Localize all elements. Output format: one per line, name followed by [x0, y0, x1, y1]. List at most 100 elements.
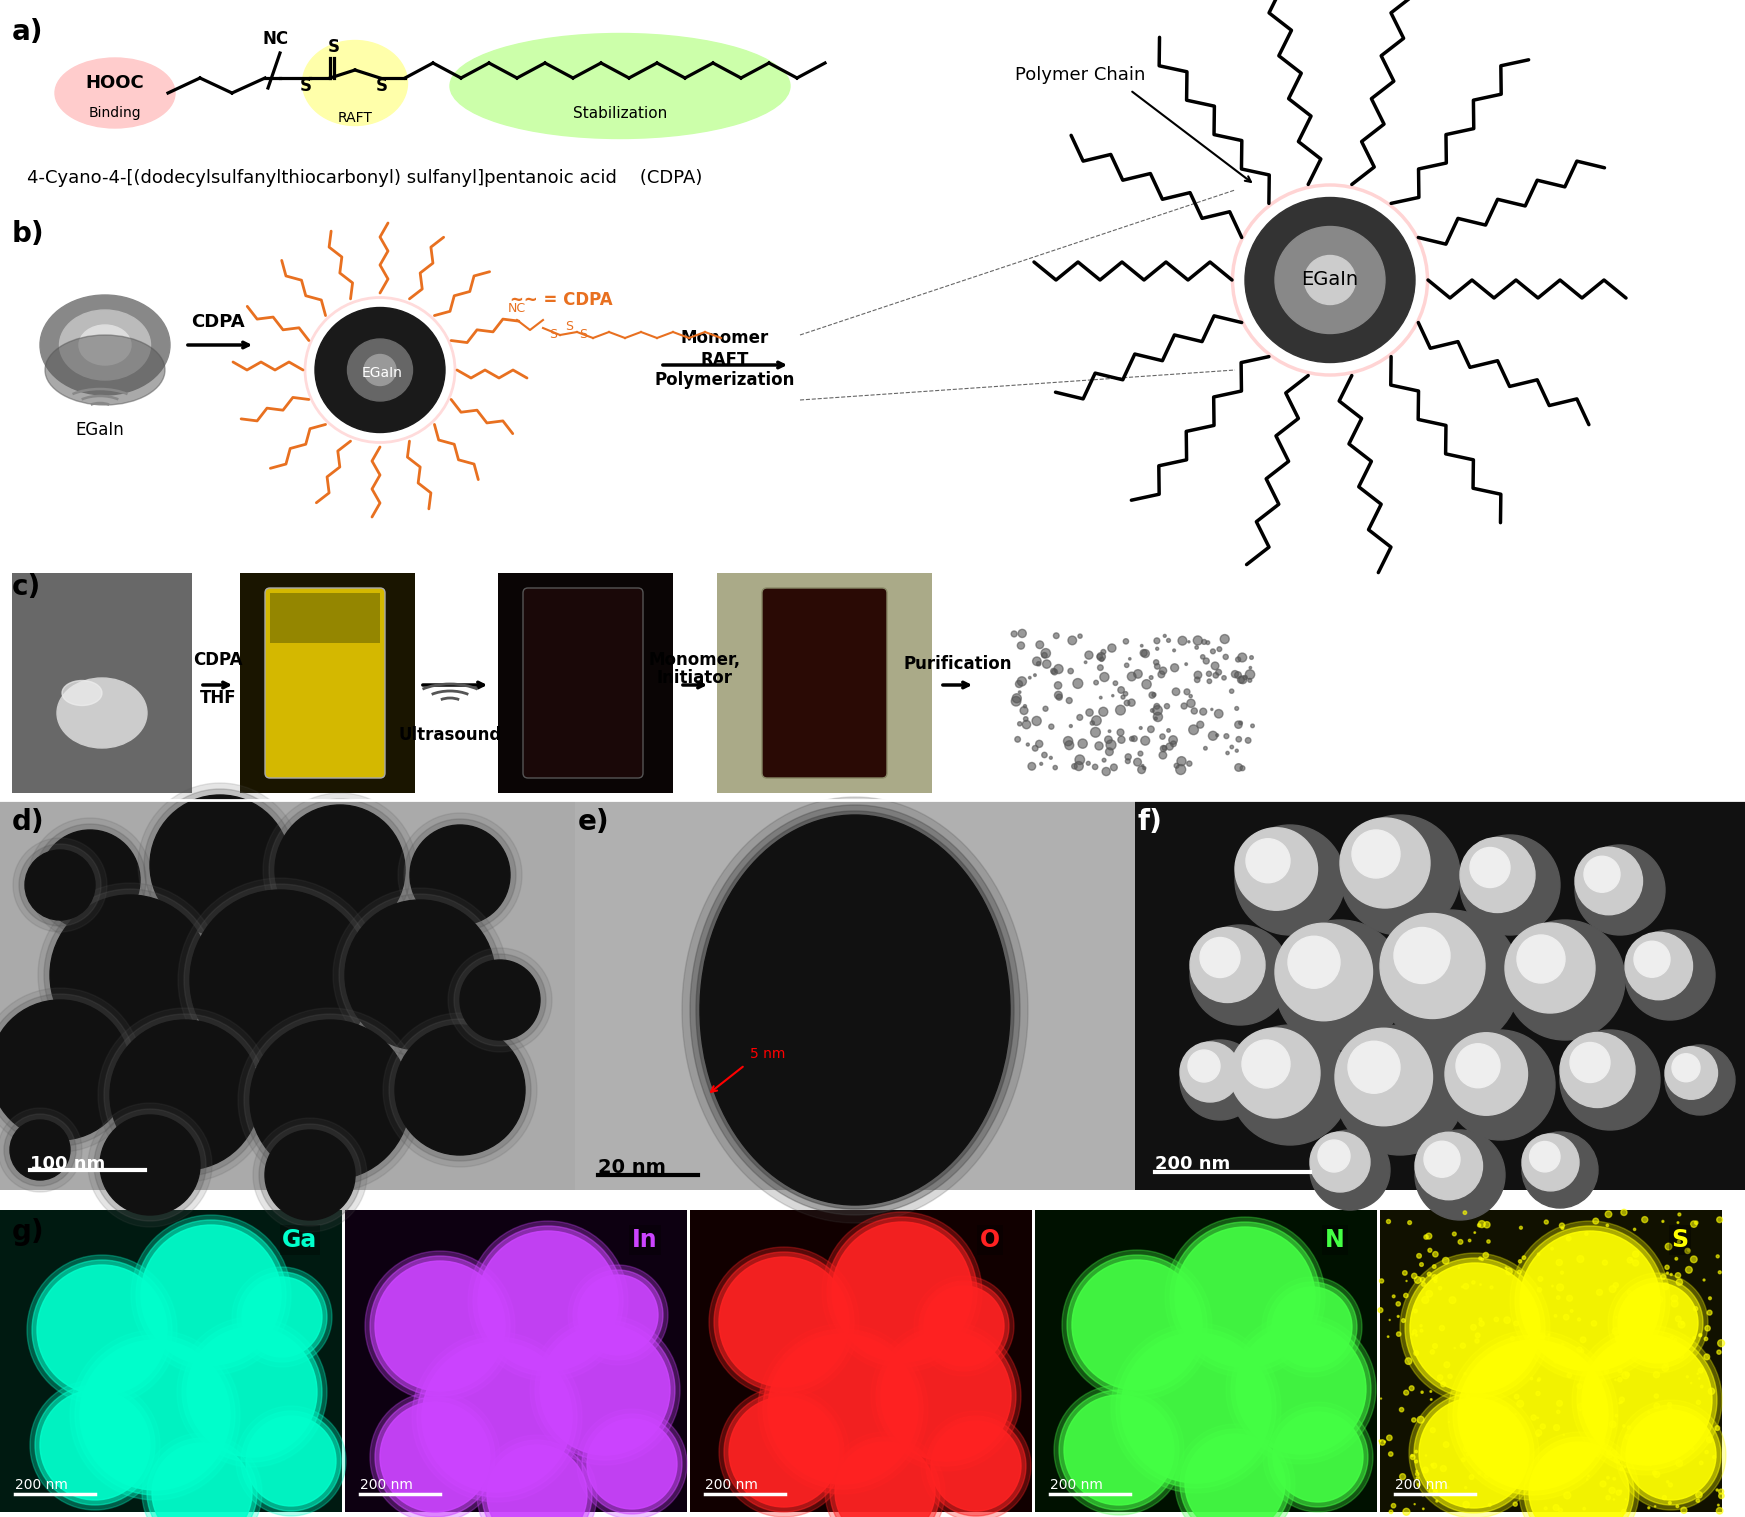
Circle shape	[1347, 1041, 1399, 1094]
Circle shape	[1597, 1431, 1604, 1437]
Circle shape	[1230, 1318, 1372, 1459]
Circle shape	[1153, 704, 1160, 708]
Circle shape	[1420, 1391, 1424, 1393]
Circle shape	[1478, 1224, 1482, 1227]
Circle shape	[1054, 692, 1063, 699]
Text: CDPA: CDPA	[194, 651, 243, 669]
Circle shape	[1679, 1321, 1686, 1327]
Circle shape	[1558, 1458, 1564, 1464]
Circle shape	[1607, 1476, 1609, 1479]
Text: 200 nm: 200 nm	[1155, 1154, 1230, 1173]
Bar	[270, 593, 380, 643]
Circle shape	[1469, 848, 1509, 887]
Circle shape	[1530, 1484, 1536, 1490]
Circle shape	[1127, 699, 1136, 707]
Circle shape	[1426, 1291, 1433, 1297]
Circle shape	[1445, 1030, 1555, 1139]
Circle shape	[1600, 1429, 1605, 1434]
Circle shape	[1555, 1315, 1557, 1317]
Bar	[241, 573, 415, 793]
Circle shape	[1700, 1461, 1703, 1465]
Circle shape	[1665, 1045, 1735, 1115]
Ellipse shape	[682, 796, 1028, 1223]
Circle shape	[1246, 737, 1251, 743]
Text: a): a)	[12, 18, 44, 46]
Circle shape	[1616, 1335, 1621, 1341]
Circle shape	[1064, 740, 1073, 749]
Circle shape	[1712, 1456, 1715, 1458]
Circle shape	[1618, 1368, 1621, 1373]
Circle shape	[141, 1226, 281, 1365]
Circle shape	[1612, 1283, 1618, 1288]
Circle shape	[1105, 736, 1112, 743]
Circle shape	[0, 994, 136, 1145]
Circle shape	[1567, 1236, 1570, 1241]
Circle shape	[1415, 1473, 1419, 1476]
Circle shape	[1464, 1373, 1466, 1374]
Circle shape	[1515, 1226, 1665, 1376]
Circle shape	[1085, 651, 1092, 660]
Circle shape	[10, 1120, 70, 1180]
Ellipse shape	[59, 309, 150, 379]
Circle shape	[1031, 716, 1042, 725]
Circle shape	[1263, 1402, 1373, 1512]
Circle shape	[1071, 763, 1077, 769]
Circle shape	[1235, 1324, 1366, 1453]
Circle shape	[1680, 1437, 1684, 1440]
Circle shape	[1227, 1314, 1377, 1464]
Circle shape	[1340, 818, 1429, 909]
Circle shape	[1211, 661, 1220, 669]
Circle shape	[1647, 1411, 1649, 1414]
Circle shape	[382, 1013, 537, 1167]
Circle shape	[1276, 924, 1373, 1021]
Circle shape	[1037, 640, 1044, 649]
Circle shape	[1209, 731, 1218, 740]
Circle shape	[1124, 639, 1129, 645]
Circle shape	[1153, 705, 1162, 715]
Circle shape	[1239, 721, 1242, 725]
Circle shape	[1562, 1343, 1564, 1346]
Circle shape	[1600, 1379, 1602, 1382]
Circle shape	[246, 1415, 337, 1506]
Ellipse shape	[40, 294, 169, 394]
Circle shape	[1647, 1288, 1654, 1294]
Circle shape	[1019, 690, 1021, 693]
Circle shape	[1557, 1283, 1564, 1291]
Circle shape	[1202, 640, 1206, 645]
Circle shape	[1242, 675, 1248, 680]
Circle shape	[578, 1274, 658, 1355]
Circle shape	[1705, 1326, 1710, 1330]
Circle shape	[1138, 751, 1143, 755]
Circle shape	[1461, 1343, 1466, 1349]
Circle shape	[1092, 765, 1098, 769]
Circle shape	[1426, 1233, 1433, 1239]
Circle shape	[461, 960, 539, 1041]
Circle shape	[1141, 645, 1143, 646]
Circle shape	[1483, 1221, 1490, 1227]
Circle shape	[1443, 1362, 1450, 1368]
Circle shape	[1478, 1258, 1482, 1259]
Circle shape	[152, 1443, 251, 1517]
Bar	[982, 573, 1283, 793]
Circle shape	[1548, 1333, 1550, 1335]
Circle shape	[1658, 1434, 1665, 1441]
Circle shape	[1471, 1324, 1476, 1330]
Text: Monomer: Monomer	[681, 329, 770, 347]
Circle shape	[1640, 1297, 1646, 1300]
Circle shape	[1433, 1252, 1438, 1258]
Text: N: N	[1324, 1227, 1345, 1252]
Circle shape	[1640, 1300, 1646, 1306]
Circle shape	[1504, 1317, 1511, 1323]
Circle shape	[1598, 1440, 1605, 1446]
Ellipse shape	[365, 355, 396, 385]
Circle shape	[24, 850, 94, 919]
Circle shape	[1091, 728, 1101, 737]
Circle shape	[1393, 1296, 1394, 1297]
Circle shape	[1576, 848, 1642, 915]
Circle shape	[1078, 634, 1082, 639]
Circle shape	[1103, 758, 1106, 762]
Circle shape	[1705, 1336, 1708, 1341]
Text: EGaIn: EGaIn	[75, 422, 124, 438]
Circle shape	[1673, 1338, 1677, 1341]
Circle shape	[1668, 1484, 1672, 1487]
